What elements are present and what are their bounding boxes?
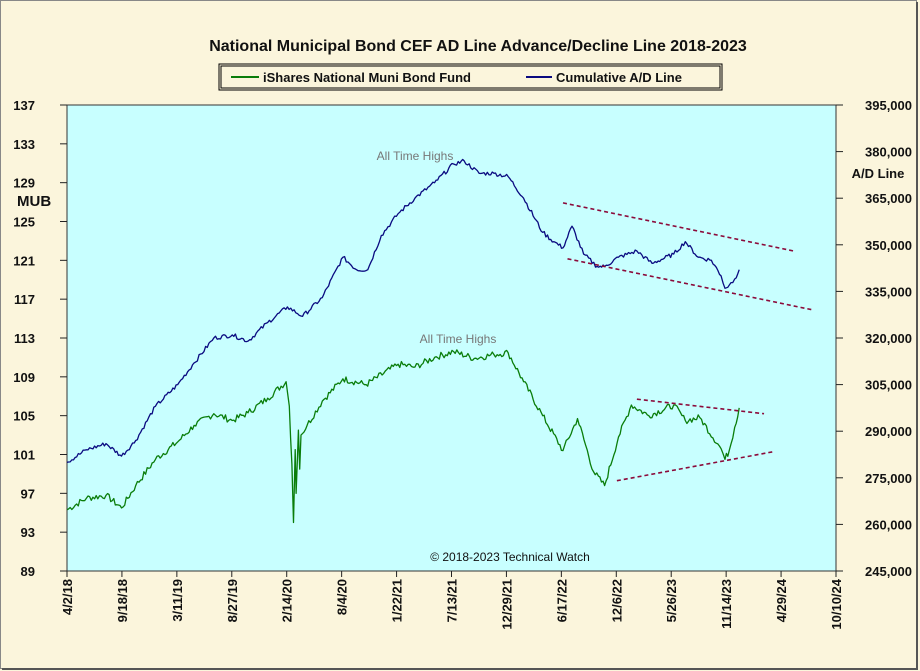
x-tick-label: 8/4/20 bbox=[335, 579, 350, 615]
right-tick-label: 365,000 bbox=[865, 191, 912, 206]
right-tick-label: 260,000 bbox=[865, 517, 912, 532]
right-tick-label: 245,000 bbox=[865, 564, 912, 579]
x-tick-label: 5/26/23 bbox=[664, 579, 679, 622]
right-axis: 395,000 380,000 365,000 350,000 335,000 320,0… bbox=[836, 98, 912, 579]
chart-title: National Municipal Bond CEF AD Line Adva… bbox=[209, 38, 747, 55]
x-tick-label: 4/2/18 bbox=[60, 579, 75, 615]
series-line-ad-line bbox=[67, 158, 740, 463]
left-tick-label: 129 bbox=[13, 176, 35, 191]
x-tick-label: 4/29/24 bbox=[774, 578, 789, 622]
legend-label-ad-line: Cumulative A/D Line bbox=[556, 70, 682, 85]
right-axis-label: A/D Line bbox=[852, 166, 905, 181]
left-tick-label: 101 bbox=[13, 448, 35, 463]
left-tick-label: 113 bbox=[14, 331, 35, 346]
left-axis-label: MUB bbox=[17, 193, 51, 210]
trendline bbox=[616, 450, 775, 482]
x-tick-label: 11/14/23 bbox=[719, 579, 734, 629]
trendline bbox=[562, 202, 794, 252]
x-tick-label: 1/22/21 bbox=[390, 579, 405, 622]
left-tick-label: 121 bbox=[13, 253, 35, 268]
x-tick-label: 2/14/20 bbox=[280, 579, 295, 622]
left-tick-label: 125 bbox=[13, 215, 35, 230]
trendline-layer bbox=[562, 202, 814, 482]
x-axis: 4/2/18 9/18/18 3/11/19 8/27/19 2/14/20 8/4/20… bbox=[60, 571, 844, 630]
left-tick-label: 93 bbox=[21, 525, 35, 540]
left-tick-label: 133 bbox=[13, 137, 35, 152]
right-tick-label: 275,000 bbox=[865, 471, 912, 486]
x-tick-label: 12/29/21 bbox=[499, 579, 514, 630]
right-tick-label: 320,000 bbox=[865, 331, 912, 346]
x-tick-label: 9/18/18 bbox=[115, 579, 130, 622]
left-axis: 137 133 129 125 121 117 113 109 105 101 97 93 89 bbox=[13, 98, 67, 579]
left-tick-label: 137 bbox=[13, 98, 35, 113]
annotation-high-ad-line: All Time Highs bbox=[377, 149, 454, 163]
right-tick-label: 335,000 bbox=[865, 284, 912, 299]
x-tick-label: 10/10/24 bbox=[829, 578, 844, 629]
x-tick-label: 12/6/22 bbox=[609, 579, 624, 622]
plot-area bbox=[66, 104, 837, 572]
annotation-high-fund: All Time Highs bbox=[420, 332, 497, 346]
right-tick-label: 305,000 bbox=[865, 378, 912, 393]
x-tick-label: 7/13/21 bbox=[445, 579, 460, 622]
x-tick-label: 6/17/22 bbox=[554, 579, 569, 622]
x-tick-label: 3/11/19 bbox=[170, 579, 185, 622]
trendline bbox=[636, 398, 765, 415]
legend: iShares National Muni Bond Fund Cumulati… bbox=[218, 63, 723, 91]
left-tick-label: 117 bbox=[14, 292, 35, 307]
right-tick-label: 350,000 bbox=[865, 238, 912, 253]
legend-label-fund: iShares National Muni Bond Fund bbox=[263, 70, 471, 85]
series-line-fund bbox=[67, 349, 740, 524]
left-tick-label: 105 bbox=[13, 409, 35, 424]
copyright-note: © 2018-2023 Technical Watch bbox=[430, 550, 590, 564]
left-tick-label: 97 bbox=[21, 486, 35, 501]
right-tick-label: 290,000 bbox=[865, 424, 912, 439]
series-layer bbox=[67, 158, 740, 524]
right-tick-label: 380,000 bbox=[865, 145, 912, 160]
x-tick-label: 8/27/19 bbox=[225, 579, 240, 622]
right-tick-label: 395,000 bbox=[865, 98, 912, 113]
left-tick-label: 109 bbox=[13, 370, 35, 385]
left-tick-label: 89 bbox=[21, 564, 35, 579]
